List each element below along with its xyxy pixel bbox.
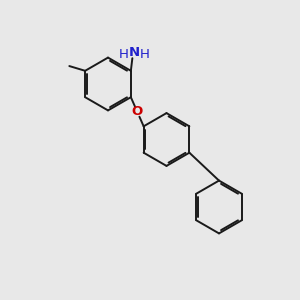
Text: H: H	[118, 48, 128, 61]
Text: O: O	[132, 105, 143, 118]
Text: H: H	[140, 48, 149, 61]
Text: N: N	[128, 46, 140, 59]
